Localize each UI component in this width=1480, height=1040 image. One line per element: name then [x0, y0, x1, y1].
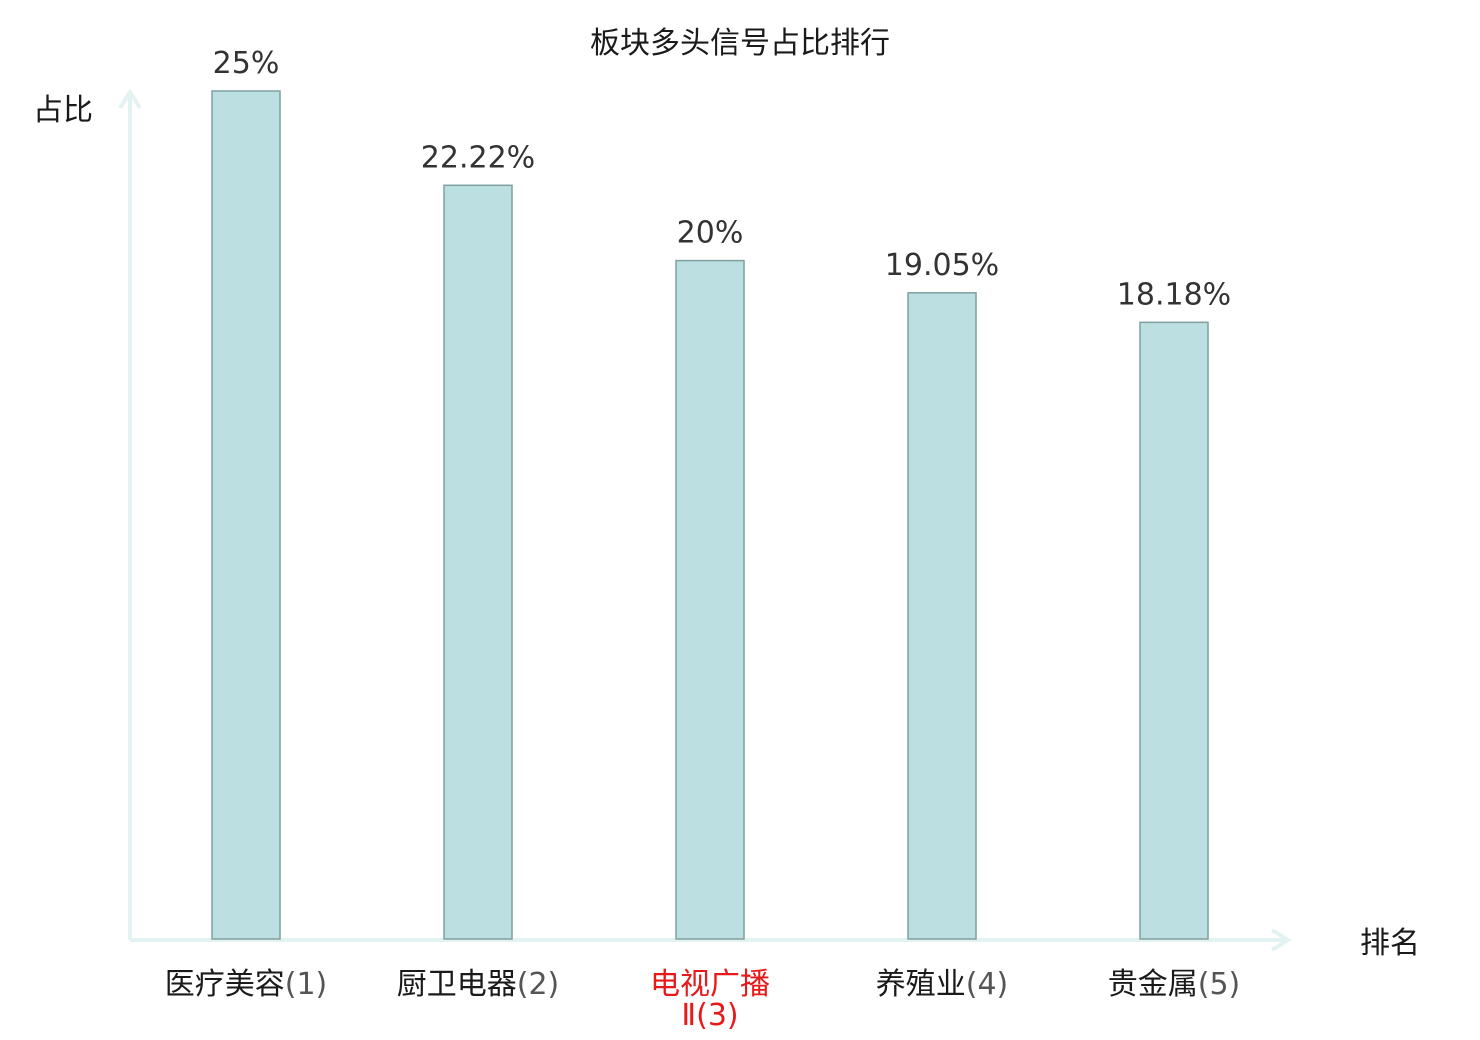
bar-4 — [907, 292, 977, 940]
category-label-3-line2: Ⅱ(3) — [681, 998, 738, 1033]
y-axis-label: 占比 — [33, 93, 93, 128]
value-label-5: 18.18% — [1117, 277, 1231, 312]
y-axis-arrow — [118, 88, 142, 110]
bar-1 — [211, 90, 281, 940]
axes — [118, 88, 1292, 952]
chart-title: 板块多头信号占比排行 — [590, 26, 890, 61]
x-axis-label: 排名 — [1360, 926, 1420, 961]
value-label-3: 20% — [677, 216, 744, 251]
x-axis-arrow — [1270, 928, 1292, 952]
value-label-1: 25% — [213, 46, 280, 81]
category-label-4: 养殖业(4) — [876, 967, 1009, 1002]
category-label-2: 厨卫电器(2) — [397, 967, 560, 1002]
value-label-2: 22.22% — [421, 140, 535, 175]
bar-3 — [675, 259, 745, 940]
category-label-1: 医疗美容(1) — [165, 967, 328, 1002]
bar-2 — [443, 184, 513, 940]
category-label-3: 电视广播 — [650, 967, 770, 1002]
bar-5 — [1139, 321, 1209, 940]
bar-series — [211, 90, 1209, 940]
value-label-4: 19.05% — [885, 248, 999, 283]
value-labels: 25% 22.22% 20% 19.05% 18.18% — [213, 46, 1232, 312]
category-label-5: 贵金属(5) — [1108, 967, 1241, 1002]
